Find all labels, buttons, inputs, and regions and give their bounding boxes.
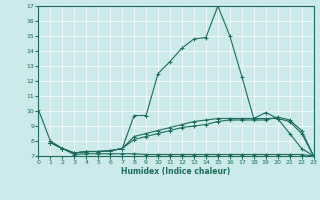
X-axis label: Humidex (Indice chaleur): Humidex (Indice chaleur) — [121, 167, 231, 176]
